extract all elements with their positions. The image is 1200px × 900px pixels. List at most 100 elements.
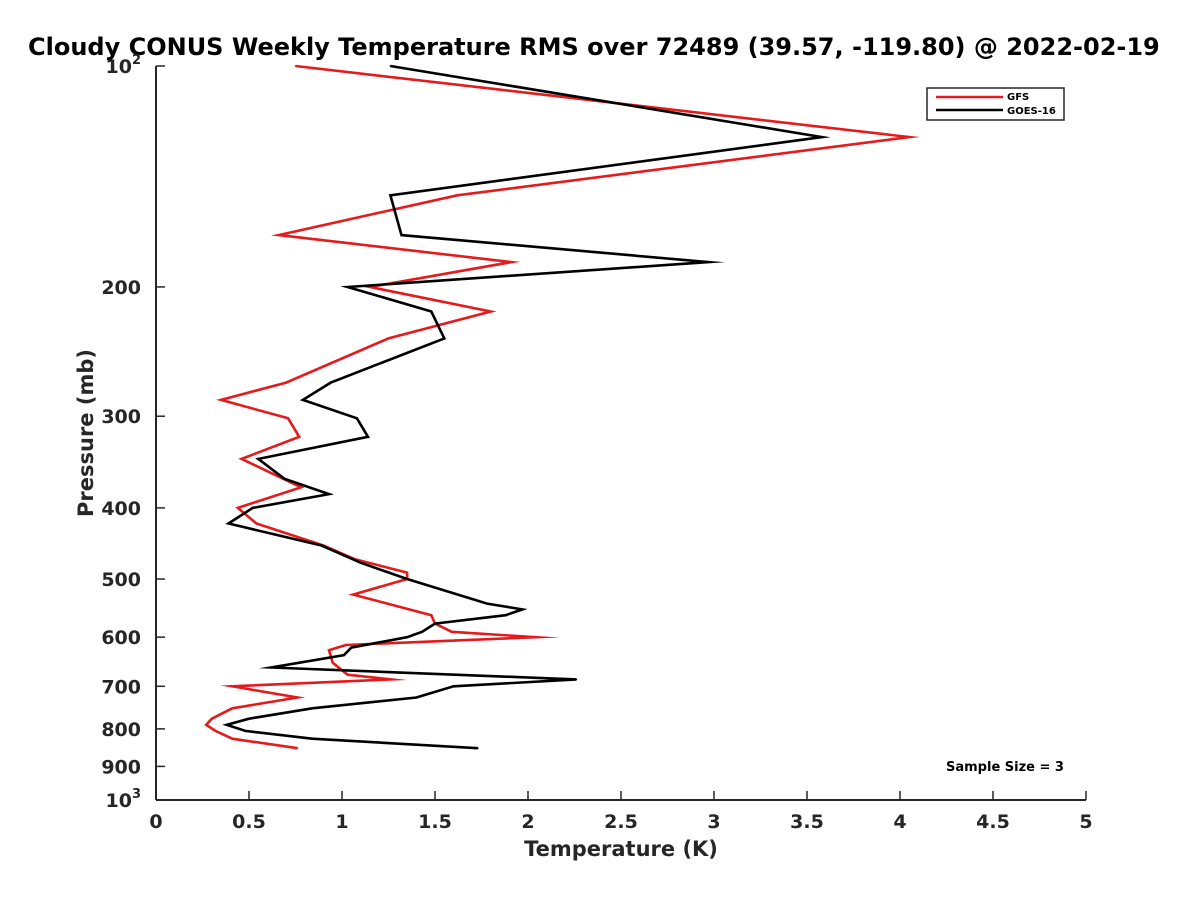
data-point-gfs: [287, 417, 289, 420]
x-tick-label: 2.5: [604, 811, 638, 833]
data-point-goes16: [389, 194, 392, 197]
x-tick-label: 1: [335, 811, 348, 833]
data-point-gfs: [231, 737, 234, 740]
data-point-goes16: [821, 136, 823, 138]
y-tick-label: 700: [101, 676, 141, 698]
x-tick-label: 4.5: [976, 811, 1010, 833]
data-point-gfs: [255, 522, 258, 525]
y-tick-label: 103: [106, 787, 142, 812]
x-tick-label: 3.5: [790, 811, 824, 833]
data-point-goes16: [443, 337, 446, 340]
y-tick-label: 500: [101, 569, 141, 591]
y-axis-label: Pressure (mb): [74, 349, 98, 517]
data-point-gfs: [278, 234, 280, 236]
data-point-goes16: [346, 286, 349, 288]
data-point-goes16: [227, 522, 230, 525]
y-tick-label: 800: [101, 719, 141, 741]
x-tick-label: 2: [521, 811, 534, 833]
legend: GFS GOES-16: [926, 87, 1065, 121]
series-line-gfs: [204, 64, 921, 750]
series-layer: [204, 64, 921, 750]
data-point-gfs: [490, 310, 492, 313]
y-tick-label: 400: [101, 498, 141, 520]
data-point-gfs: [534, 636, 537, 638]
data-point-gfs: [430, 614, 433, 616]
legend-label-goes16: GOES-16: [1007, 106, 1056, 117]
x-tick-label: 1.5: [418, 811, 452, 833]
data-point-gfs: [211, 717, 213, 720]
data-point-gfs: [214, 730, 217, 732]
data-point-gfs: [294, 65, 297, 67]
y-tick-base: 10: [106, 790, 132, 812]
data-point-goes16: [311, 737, 314, 740]
y-tick-label: 102: [106, 53, 142, 78]
data-point-gfs: [389, 678, 392, 681]
data-point-gfs: [237, 507, 239, 509]
legend-box: [926, 87, 1065, 121]
y-tick-exponent: 3: [132, 787, 141, 802]
data-point-gfs: [300, 486, 302, 489]
data-point-goes16: [350, 646, 353, 649]
data-point-goes16: [415, 696, 418, 699]
y-tick-label: 300: [101, 406, 141, 428]
y-tick-base: 900: [101, 756, 141, 778]
data-point-gfs: [220, 399, 222, 401]
data-point-goes16: [389, 65, 392, 67]
data-point-gfs: [450, 631, 453, 633]
y-tick-base: 500: [101, 569, 141, 591]
data-point-goes16: [356, 417, 358, 420]
x-ticks: 0 0.5 1 1.5 2 2.5 3 3.5 4 4.5 5: [149, 791, 1093, 833]
data-point-goes16: [328, 493, 330, 495]
x-tick-label: 4: [893, 811, 906, 833]
x-tick-label: 0.5: [232, 811, 266, 833]
data-point-goes16: [504, 614, 507, 616]
data-point-gfs: [908, 136, 911, 138]
data-point-gfs: [298, 436, 301, 438]
y-tick-base: 800: [101, 719, 141, 741]
data-point-gfs: [344, 644, 347, 646]
data-point-gfs: [510, 261, 513, 263]
data-point-goes16: [486, 602, 488, 605]
y-tick-base: 300: [101, 406, 141, 428]
sample-size-note: Sample Size = 3: [946, 760, 1064, 775]
x-tick-label: 5: [1079, 811, 1092, 833]
legend-label-gfs: GFS: [1007, 92, 1029, 103]
y-tick-label: 200: [101, 277, 141, 299]
x-tick-label: 3: [707, 811, 720, 833]
data-point-gfs: [231, 685, 234, 688]
series-line-goes16: [222, 64, 831, 750]
data-point-goes16: [406, 636, 408, 638]
data-point-goes16: [283, 477, 286, 480]
data-point-gfs: [285, 381, 288, 384]
data-point-goes16: [421, 631, 423, 633]
data-point-goes16: [244, 730, 247, 732]
data-point-gfs: [346, 673, 349, 676]
data-point-goes16: [311, 707, 314, 710]
data-point-gfs: [296, 696, 299, 699]
data-point-goes16: [434, 622, 436, 625]
data-point-gfs: [352, 593, 355, 596]
y-tick-base: 600: [101, 627, 141, 649]
data-point-goes16: [452, 685, 455, 688]
data-point-goes16: [320, 544, 323, 547]
data-point-goes16: [521, 608, 524, 611]
data-point-goes16: [270, 666, 273, 669]
data-point-goes16: [430, 310, 433, 313]
data-point-goes16: [477, 747, 479, 749]
data-point-goes16: [225, 724, 228, 726]
y-tick-label: 600: [101, 627, 141, 649]
y-tick-base: 400: [101, 498, 141, 520]
y-tick-label: 900: [101, 756, 141, 778]
data-point-gfs: [456, 194, 459, 197]
y-tick-base: 700: [101, 676, 141, 698]
data-point-goes16: [343, 654, 345, 656]
data-point-gfs: [406, 571, 408, 574]
y-tick-exponent: 2: [132, 53, 141, 68]
data-point-goes16: [330, 381, 332, 384]
y-tick-base: 200: [101, 277, 141, 299]
data-point-goes16: [359, 561, 362, 564]
data-point-gfs: [331, 661, 334, 664]
data-point-gfs: [205, 724, 207, 726]
